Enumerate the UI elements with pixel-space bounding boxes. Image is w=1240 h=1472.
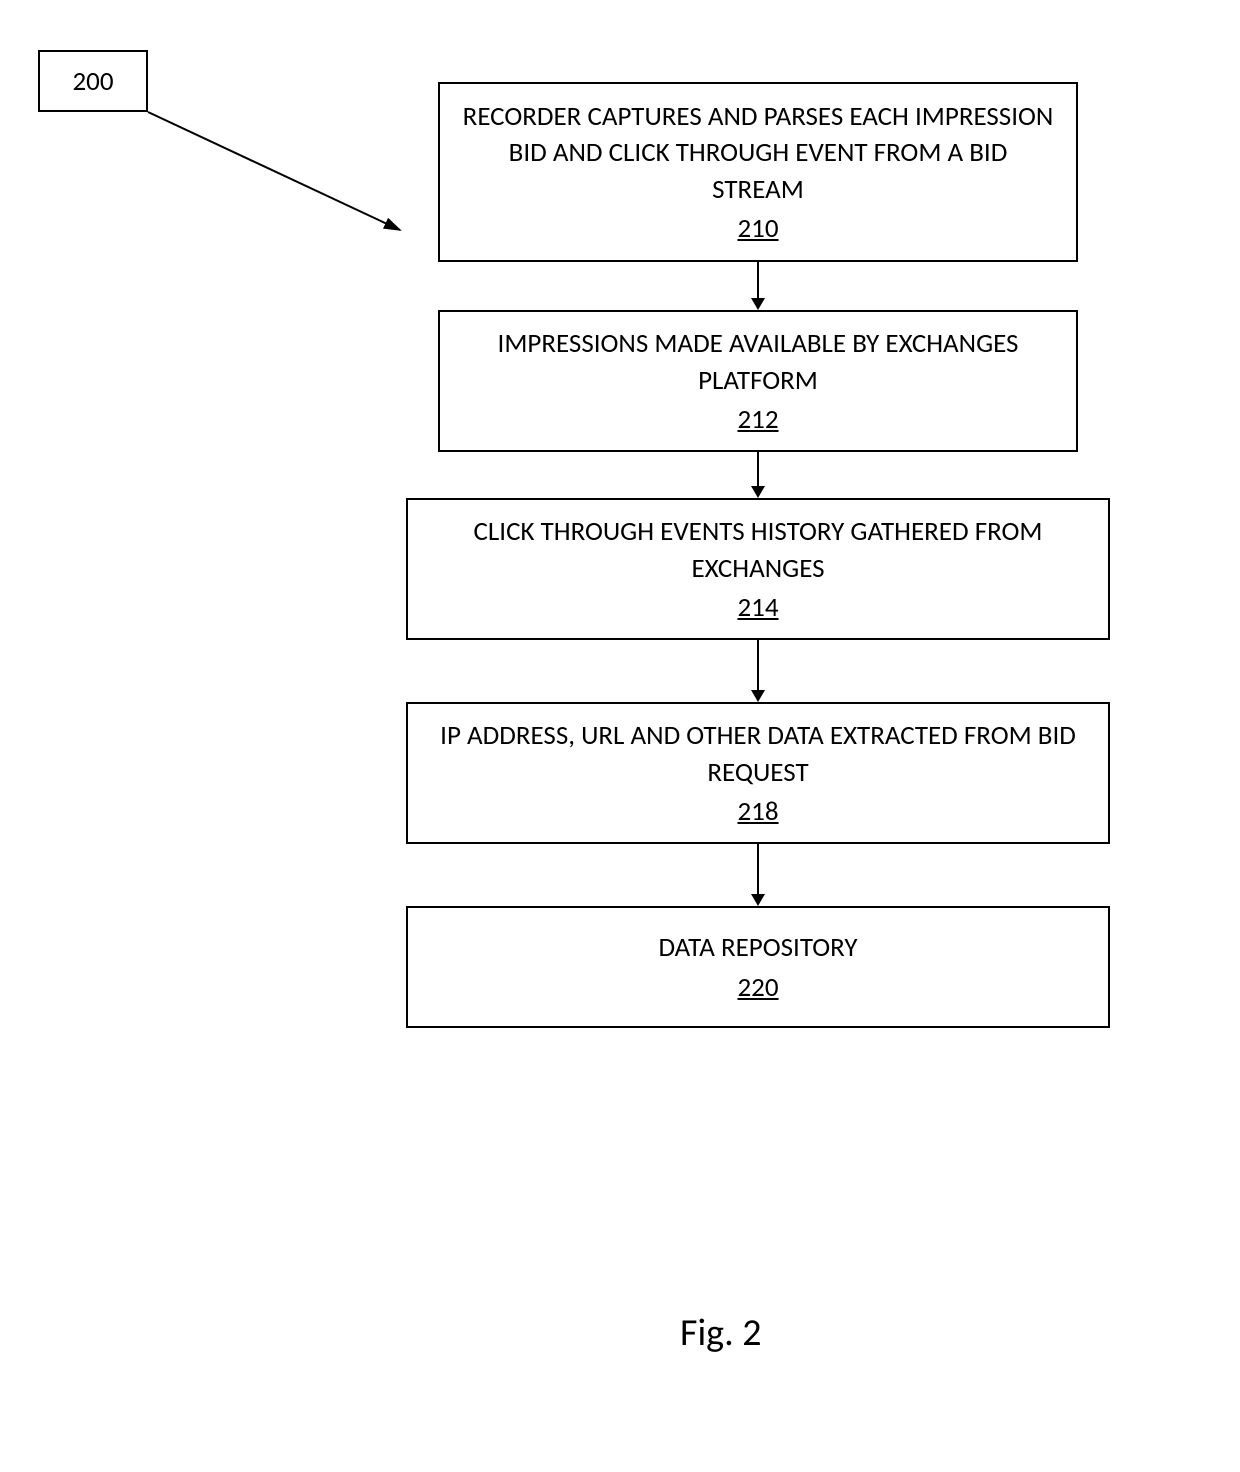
flow-arrow-line [757,640,759,692]
flow-step-number: 210 [737,212,778,245]
flow-step-210: RECORDER CAPTURES AND PARSES EACH IMPRES… [438,82,1078,262]
flow-step-212: IMPRESSIONS MADE AVAILABLE BY EXCHANGES … [438,310,1078,452]
flow-arrow-line [757,844,759,896]
flow-arrow-line [757,452,759,488]
pointer-line [148,112,400,230]
figure-caption: Fig. 2 [680,1310,762,1356]
flow-step-220: DATA REPOSITORY 220 [406,906,1110,1028]
flow-step-number: 220 [737,971,778,1004]
flow-arrow-head [751,298,765,310]
flow-step-text: IMPRESSIONS MADE AVAILABLE BY EXCHANGES … [460,326,1056,399]
flow-step-text: RECORDER CAPTURES AND PARSES EACH IMPRES… [460,99,1056,208]
flow-arrow-line [757,262,759,300]
flow-arrow-head [751,486,765,498]
flow-arrow-head [751,690,765,702]
flow-arrow-head [751,894,765,906]
flow-step-text: IP ADDRESS, URL AND OTHER DATA EXTRACTED… [428,718,1088,791]
flow-step-number: 212 [737,403,778,436]
flow-step-number: 214 [737,591,778,624]
figure-reference-number: 200 [72,65,113,98]
flow-step-214: CLICK THROUGH EVENTS HISTORY GATHERED FR… [406,498,1110,640]
figure-reference-box: 200 [38,50,148,112]
flow-step-218: IP ADDRESS, URL AND OTHER DATA EXTRACTED… [406,702,1110,844]
flow-step-text: CLICK THROUGH EVENTS HISTORY GATHERED FR… [428,514,1088,587]
flow-step-number: 218 [737,795,778,828]
flow-step-text: DATA REPOSITORY [658,930,857,966]
